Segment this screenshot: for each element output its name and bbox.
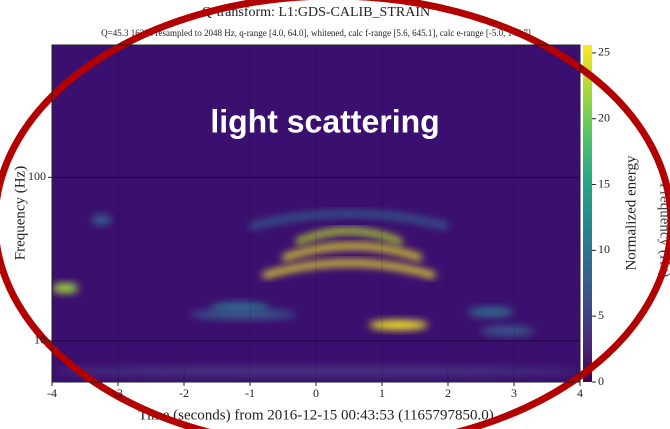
energy-arch: [295, 228, 403, 246]
colorbar-tick-label: 0: [598, 374, 604, 388]
energy-blob: [52, 283, 79, 294]
colorbar: [583, 45, 592, 382]
y-axis-label: Frequency (Hz): [12, 166, 28, 261]
energy-blob: [368, 319, 429, 330]
energy-blob: [91, 214, 112, 225]
energy-blob: [52, 366, 580, 377]
energy-arch: [249, 210, 449, 230]
chart-title: Q-transform: L1:GDS-CALIB_STRAIN: [202, 5, 430, 20]
energy-blob: [190, 309, 297, 320]
x-tick-label: -2: [179, 386, 189, 400]
x-tick-label: -3: [113, 386, 123, 400]
x-tick-label: 4: [577, 386, 583, 400]
chart-subtitle: Q=45.3 16384 resampled to 2048 Hz, q-ran…: [101, 28, 531, 38]
x-tick-label: 3: [511, 386, 517, 400]
colorbar-tick-label: 15: [598, 176, 610, 190]
plot-frame: [51, 44, 581, 383]
colorbar-tick-label: 20: [598, 110, 610, 124]
colorbar-tick-label: 5: [598, 308, 604, 322]
y-tick-label: 100: [28, 169, 46, 183]
x-tick-label: -1: [245, 386, 255, 400]
plot-area: [52, 210, 580, 377]
y-tick-label: 10: [34, 333, 46, 347]
x-tick-label: 1: [379, 386, 385, 400]
energy-arch: [262, 259, 436, 279]
energy-arch: [282, 243, 423, 262]
x-tick-label: 0: [313, 386, 319, 400]
x-tick-label: -4: [47, 386, 57, 400]
annotation: light scattering: [210, 103, 439, 139]
colorbar-label: Normalized energy: [623, 155, 639, 271]
colorbar-tick-label: 10: [598, 242, 610, 256]
x-tick-label: 2: [445, 386, 451, 400]
x-axis-label: Time (seconds) from 2016-12-15 00:43:53 …: [138, 407, 494, 423]
colorbar-tick-label: 25: [598, 45, 610, 59]
energy-blob: [481, 325, 534, 336]
energy-blob: [467, 307, 514, 318]
